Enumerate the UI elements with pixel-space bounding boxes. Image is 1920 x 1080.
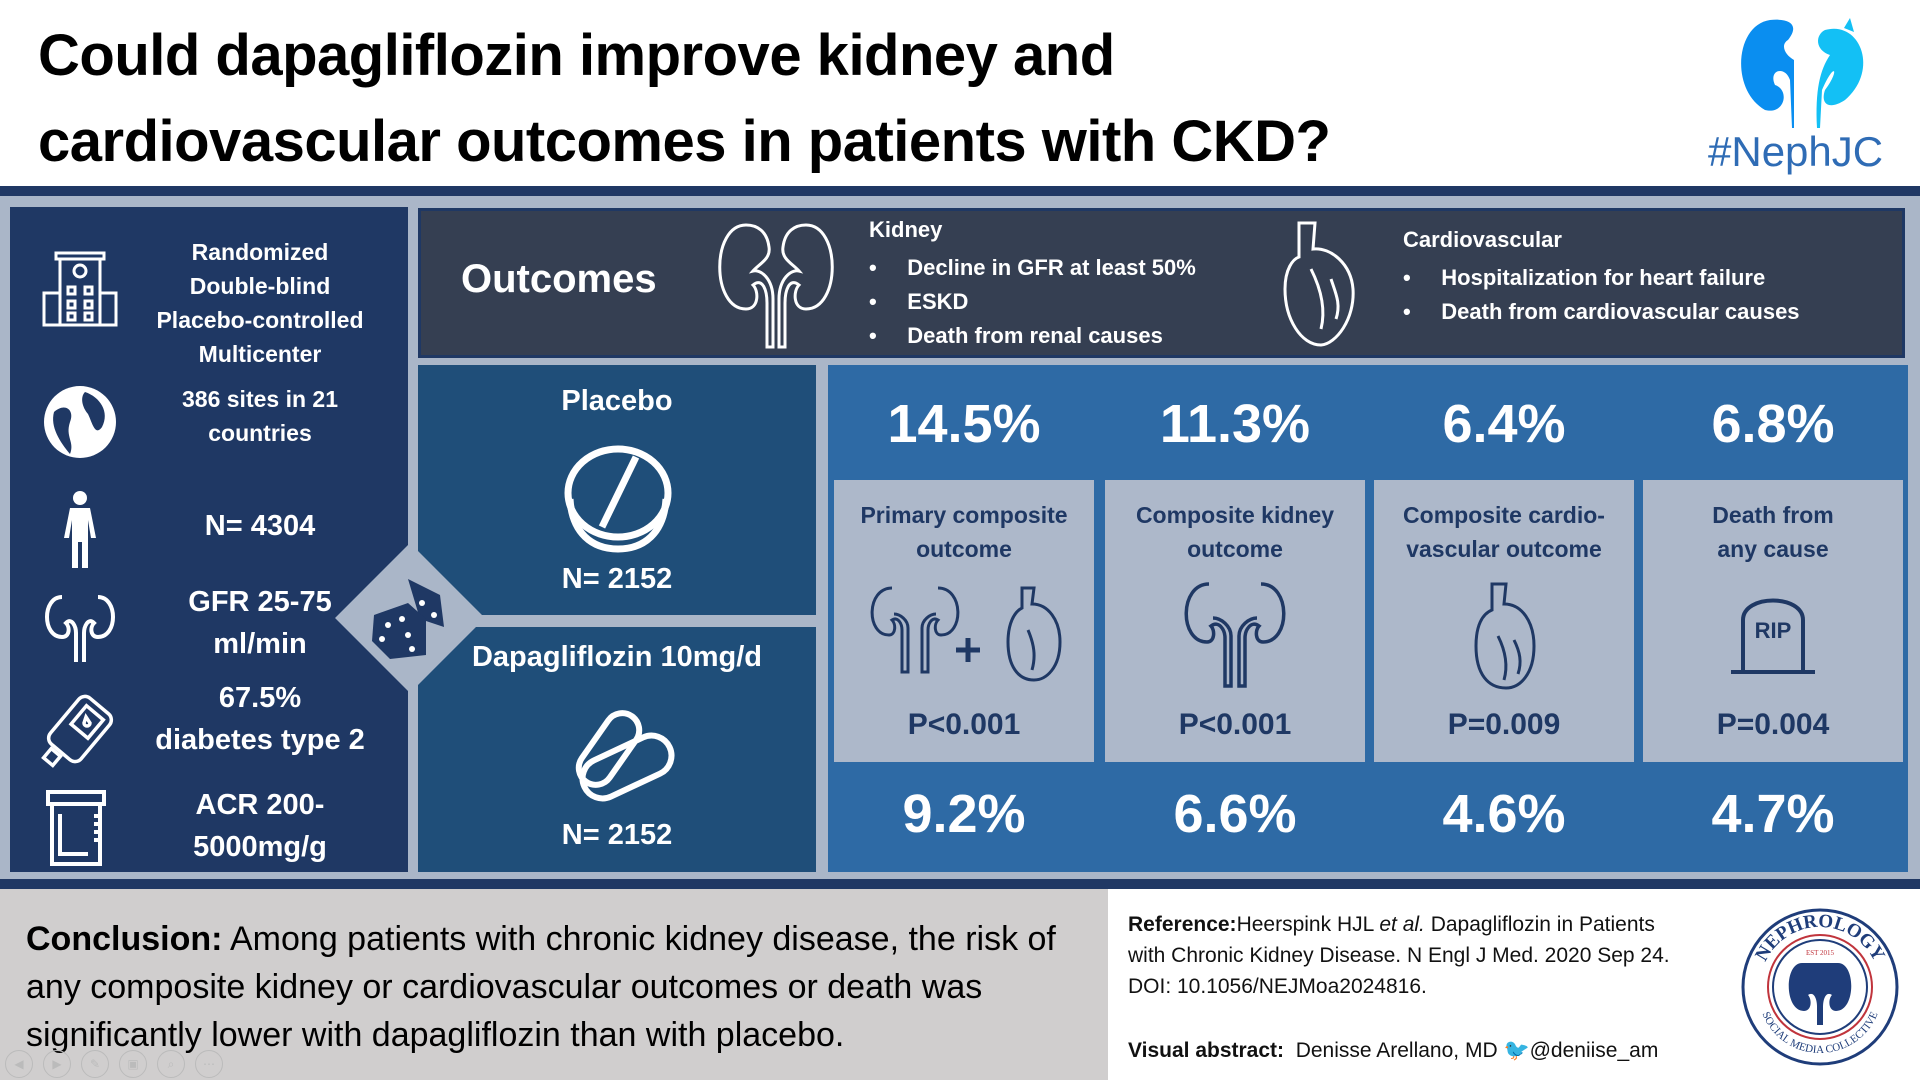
- placebo-n: N= 2152: [561, 563, 673, 595]
- dapagliflozin-rate: 9.2%: [902, 784, 1026, 844]
- visual-abstract-credit: Visual abstract: Denisse Arellano, MD 🐦@…: [1128, 1039, 1659, 1062]
- svg-text:EST 2015: EST 2015: [1806, 949, 1835, 957]
- kidney-outcomes-list: • Decline in GFR at least 50% • ESKD • D…: [869, 251, 1196, 353]
- dice-icon: [372, 579, 444, 659]
- design-item: N= 4304: [10, 482, 408, 572]
- design-line: Placebo-controlled: [156, 307, 364, 333]
- cardio-outcomes-heading: Cardiovascular: [1403, 227, 1562, 252]
- nephjc-logo-icon: [1741, 18, 1864, 128]
- design-line: GFR 25-75: [188, 586, 332, 618]
- placebo-label: Placebo: [561, 385, 673, 417]
- tombstone-text: RIP: [1755, 618, 1792, 643]
- outcomes-title: Outcomes: [461, 257, 657, 301]
- design-line: 386 sites in 21: [182, 386, 338, 412]
- design-line: countries: [208, 420, 312, 446]
- kidney-icon: [45, 595, 115, 662]
- design-line: 67.5%: [218, 682, 302, 714]
- placebo-rate: 6.8%: [1711, 394, 1835, 454]
- study-design-panel: Randomized Double-blind Placebo-controll…: [10, 207, 408, 872]
- dapagliflozin-rate: 4.7%: [1711, 784, 1835, 844]
- dapagliflozin-rate: 4.6%: [1442, 784, 1566, 844]
- dapagliflozin-n: N= 2152: [561, 819, 673, 851]
- placebo-rate: 11.3%: [1159, 394, 1311, 454]
- placebo-arm: Placebo N= 2152: [418, 365, 816, 615]
- outcomes-panel: Outcomes Kidney • Decline in GFR at leas…: [418, 208, 1905, 358]
- urine-cup-icon: [46, 790, 106, 866]
- results-panel: 14.5% 11.3% 6.4% 6.8% Primary composite o…: [828, 365, 1908, 872]
- design-item: ACR 200- 5000mg/g: [10, 782, 408, 872]
- title-line-1: Could dapagliflozin improve kidney and: [38, 23, 1115, 88]
- design-line: Double-blind: [189, 273, 331, 299]
- twitter-handle[interactable]: @deniise_am: [1529, 1039, 1659, 1062]
- zoom-button[interactable]: ⌕: [157, 1050, 185, 1078]
- reference-line-1: Reference:Heerspink HJL et al. Dapaglifl…: [1128, 913, 1655, 936]
- next-slide-button[interactable]: ▶: [43, 1050, 71, 1078]
- kidney-plus-heart-icon: [870, 586, 1062, 682]
- reference-line-2: with Chronic Kidney Disease. N Engl J Me…: [1128, 944, 1670, 967]
- glucometer-icon: [41, 694, 114, 768]
- p-value: P=0.009: [1447, 708, 1561, 741]
- list-item: • Death from renal causes: [869, 323, 1163, 348]
- card-title: Primary composite outcome: [860, 502, 1068, 562]
- placebo-rate: 14.5%: [887, 394, 1041, 454]
- conclusion: Conclusion: Among patients with chronic …: [26, 920, 1056, 1054]
- tombstone-icon: RIP: [1731, 598, 1815, 674]
- nephjc-hashtag: #NephJC: [1708, 128, 1884, 175]
- list-item: • Death from cardiovascular causes: [1403, 299, 1800, 324]
- nephrology-smc-seal: NEPHROLOGY SOCIAL MEDIA COLLECTIVE EST 2…: [1741, 908, 1899, 1066]
- result-card-kidney: Composite kidney outcome P<0.001: [1105, 480, 1365, 762]
- slides-button[interactable]: ▣: [119, 1050, 147, 1078]
- pen-button[interactable]: ✎: [81, 1050, 109, 1078]
- kidney-outcomes-heading: Kidney: [869, 217, 943, 242]
- result-card-cardiovascular: Composite cardio-vascular outcome P=0.00…: [1374, 480, 1634, 762]
- hospital-icon: [42, 251, 118, 327]
- previous-slide-button[interactable]: ◀: [5, 1050, 33, 1078]
- dapagliflozin-arm: Dapagliflozin 10mg/d N= 2152: [418, 627, 816, 872]
- result-card-death: Death from any cause RIP P=0.004: [1643, 480, 1903, 762]
- list-item: • Decline in GFR at least 50%: [869, 255, 1196, 280]
- globe-icon: [44, 386, 116, 458]
- p-value: P<0.001: [1178, 708, 1292, 741]
- reference-line-3: DOI: 10.1056/NEJMoa2024816.: [1128, 975, 1427, 998]
- reference-box: Reference:Heerspink HJL et al. Dapaglifl…: [1108, 889, 1920, 1080]
- design-line: N= 4304: [204, 510, 316, 542]
- design-line: ml/min: [213, 628, 307, 660]
- p-value: P<0.001: [907, 708, 1021, 741]
- design-item: Randomized Double-blind Placebo-controll…: [10, 227, 408, 367]
- dapagliflozin-label: Dapagliflozin 10mg/d: [471, 641, 763, 673]
- design-line: diabetes type 2: [155, 724, 365, 756]
- placebo-rate: 6.4%: [1442, 394, 1566, 454]
- list-item: • ESKD: [869, 289, 969, 314]
- list-item: • Hospitalization for heart failure: [1403, 265, 1766, 290]
- design-item: 67.5% diabetes type 2: [10, 677, 408, 772]
- design-item: 386 sites in 21 countries: [10, 372, 408, 462]
- card-title: Death from any cause: [1712, 502, 1834, 562]
- dapagliflozin-rate: 6.6%: [1173, 784, 1297, 844]
- cardio-outcomes-list: • Hospitalization for heart failure • De…: [1403, 261, 1800, 329]
- kidney-icon: [718, 223, 834, 349]
- design-line: ACR 200-: [195, 789, 325, 821]
- pill-icon: [564, 445, 672, 553]
- header: Could dapagliflozin improve kidney and c…: [0, 0, 1920, 188]
- design-item: GFR 25-75 ml/min: [10, 577, 408, 672]
- design-line: Randomized: [191, 239, 329, 265]
- result-card-primary: Primary composite outcome P<0.001: [834, 480, 1094, 762]
- capsules-icon: [575, 710, 675, 802]
- card-title: Composite kidney outcome: [1135, 502, 1335, 562]
- card-title: Composite cardio-vascular outcome: [1403, 502, 1605, 562]
- design-line: 5000mg/g: [193, 831, 327, 863]
- p-value: P=0.004: [1716, 708, 1830, 741]
- heart-icon: [1283, 221, 1355, 347]
- title-line-2: cardiovascular outcomes in patients with…: [38, 109, 1331, 174]
- twitter-icon: 🐦: [1503, 1039, 1530, 1062]
- divider: [0, 186, 1920, 196]
- kidney-icon: [1184, 582, 1286, 688]
- heart-icon: [1474, 582, 1536, 690]
- divider: [0, 879, 1920, 889]
- more-button[interactable]: ⋯: [195, 1050, 223, 1078]
- person-icon: [64, 491, 96, 568]
- design-line: Multicenter: [198, 341, 322, 367]
